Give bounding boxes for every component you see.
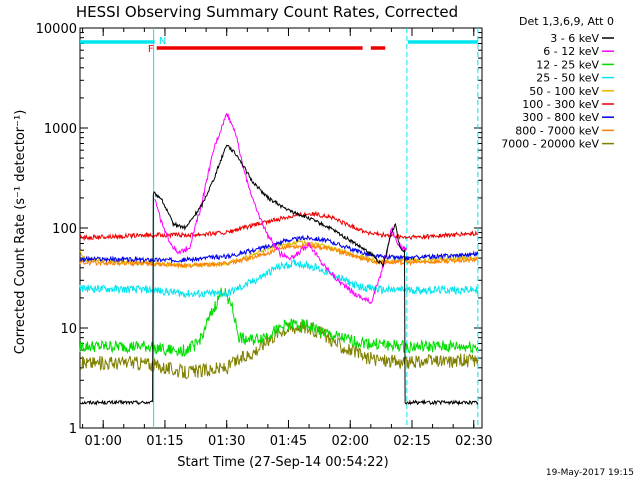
chart-title: HESSI Observing Summary Count Rates, Cor… — [76, 3, 458, 21]
y-tick-label: 1 — [69, 422, 77, 437]
x-axis-ticks: 01:00 01:15 01:30 01:45 02:00 02:15 02:30 — [82, 28, 492, 449]
series-line — [154, 112, 407, 305]
flag-label: F — [148, 44, 154, 55]
legend-label: 3 - 6 keV — [550, 32, 599, 45]
legend-label: 6 - 12 keV — [543, 45, 599, 58]
series-line — [79, 234, 479, 264]
x-tick-label: 02:00 — [332, 434, 369, 449]
x-tick-label: 01:15 — [146, 434, 183, 449]
y-tick-label: 10 — [60, 322, 77, 337]
series-line — [79, 321, 479, 380]
series-line — [79, 287, 479, 358]
legend-label: 300 - 800 keV — [522, 111, 599, 124]
x-tick-label: 01:45 — [270, 434, 307, 449]
x-tick-label: 02:15 — [393, 434, 430, 449]
x-axis-label: Start Time (27-Sep-14 00:54:22) — [177, 455, 388, 470]
legend-label: 12 - 25 keV — [536, 58, 599, 71]
legend-label: 800 - 7000 keV — [515, 124, 599, 137]
y-axis-ticks: 1 10 100 1000 10000 — [36, 22, 482, 437]
x-tick-label: 01:00 — [84, 434, 121, 449]
legend-label: 100 - 300 keV — [522, 98, 599, 111]
flag-label: N — [159, 36, 166, 47]
legend-label: 7000 - 20000 keV — [501, 138, 599, 151]
legend-label: 25 - 50 keV — [536, 72, 599, 85]
series-line — [79, 210, 479, 242]
y-tick-label: 100 — [52, 222, 77, 237]
y-tick-label: 10000 — [36, 22, 77, 37]
footer-date: 19-May-2017 19:15 — [546, 468, 634, 478]
legend-header: Det 1,3,6,9, Att 0 — [519, 15, 614, 28]
y-axis-label: Corrected Count Rate (s⁻¹ detector⁻¹) — [13, 110, 28, 355]
series-lines — [79, 112, 479, 406]
x-tick-label: 02:30 — [455, 434, 492, 449]
legend-label: 50 - 100 keV — [529, 85, 599, 98]
flag-bars: NF — [80, 36, 478, 55]
series-line — [79, 258, 479, 299]
series-line — [79, 144, 479, 406]
plot-area: 01:00 01:15 01:30 01:45 02:00 02:15 02:30 1101… — [36, 22, 493, 449]
x-tick-label: 01:30 — [208, 434, 245, 449]
y-tick-label: 1000 — [44, 122, 77, 137]
